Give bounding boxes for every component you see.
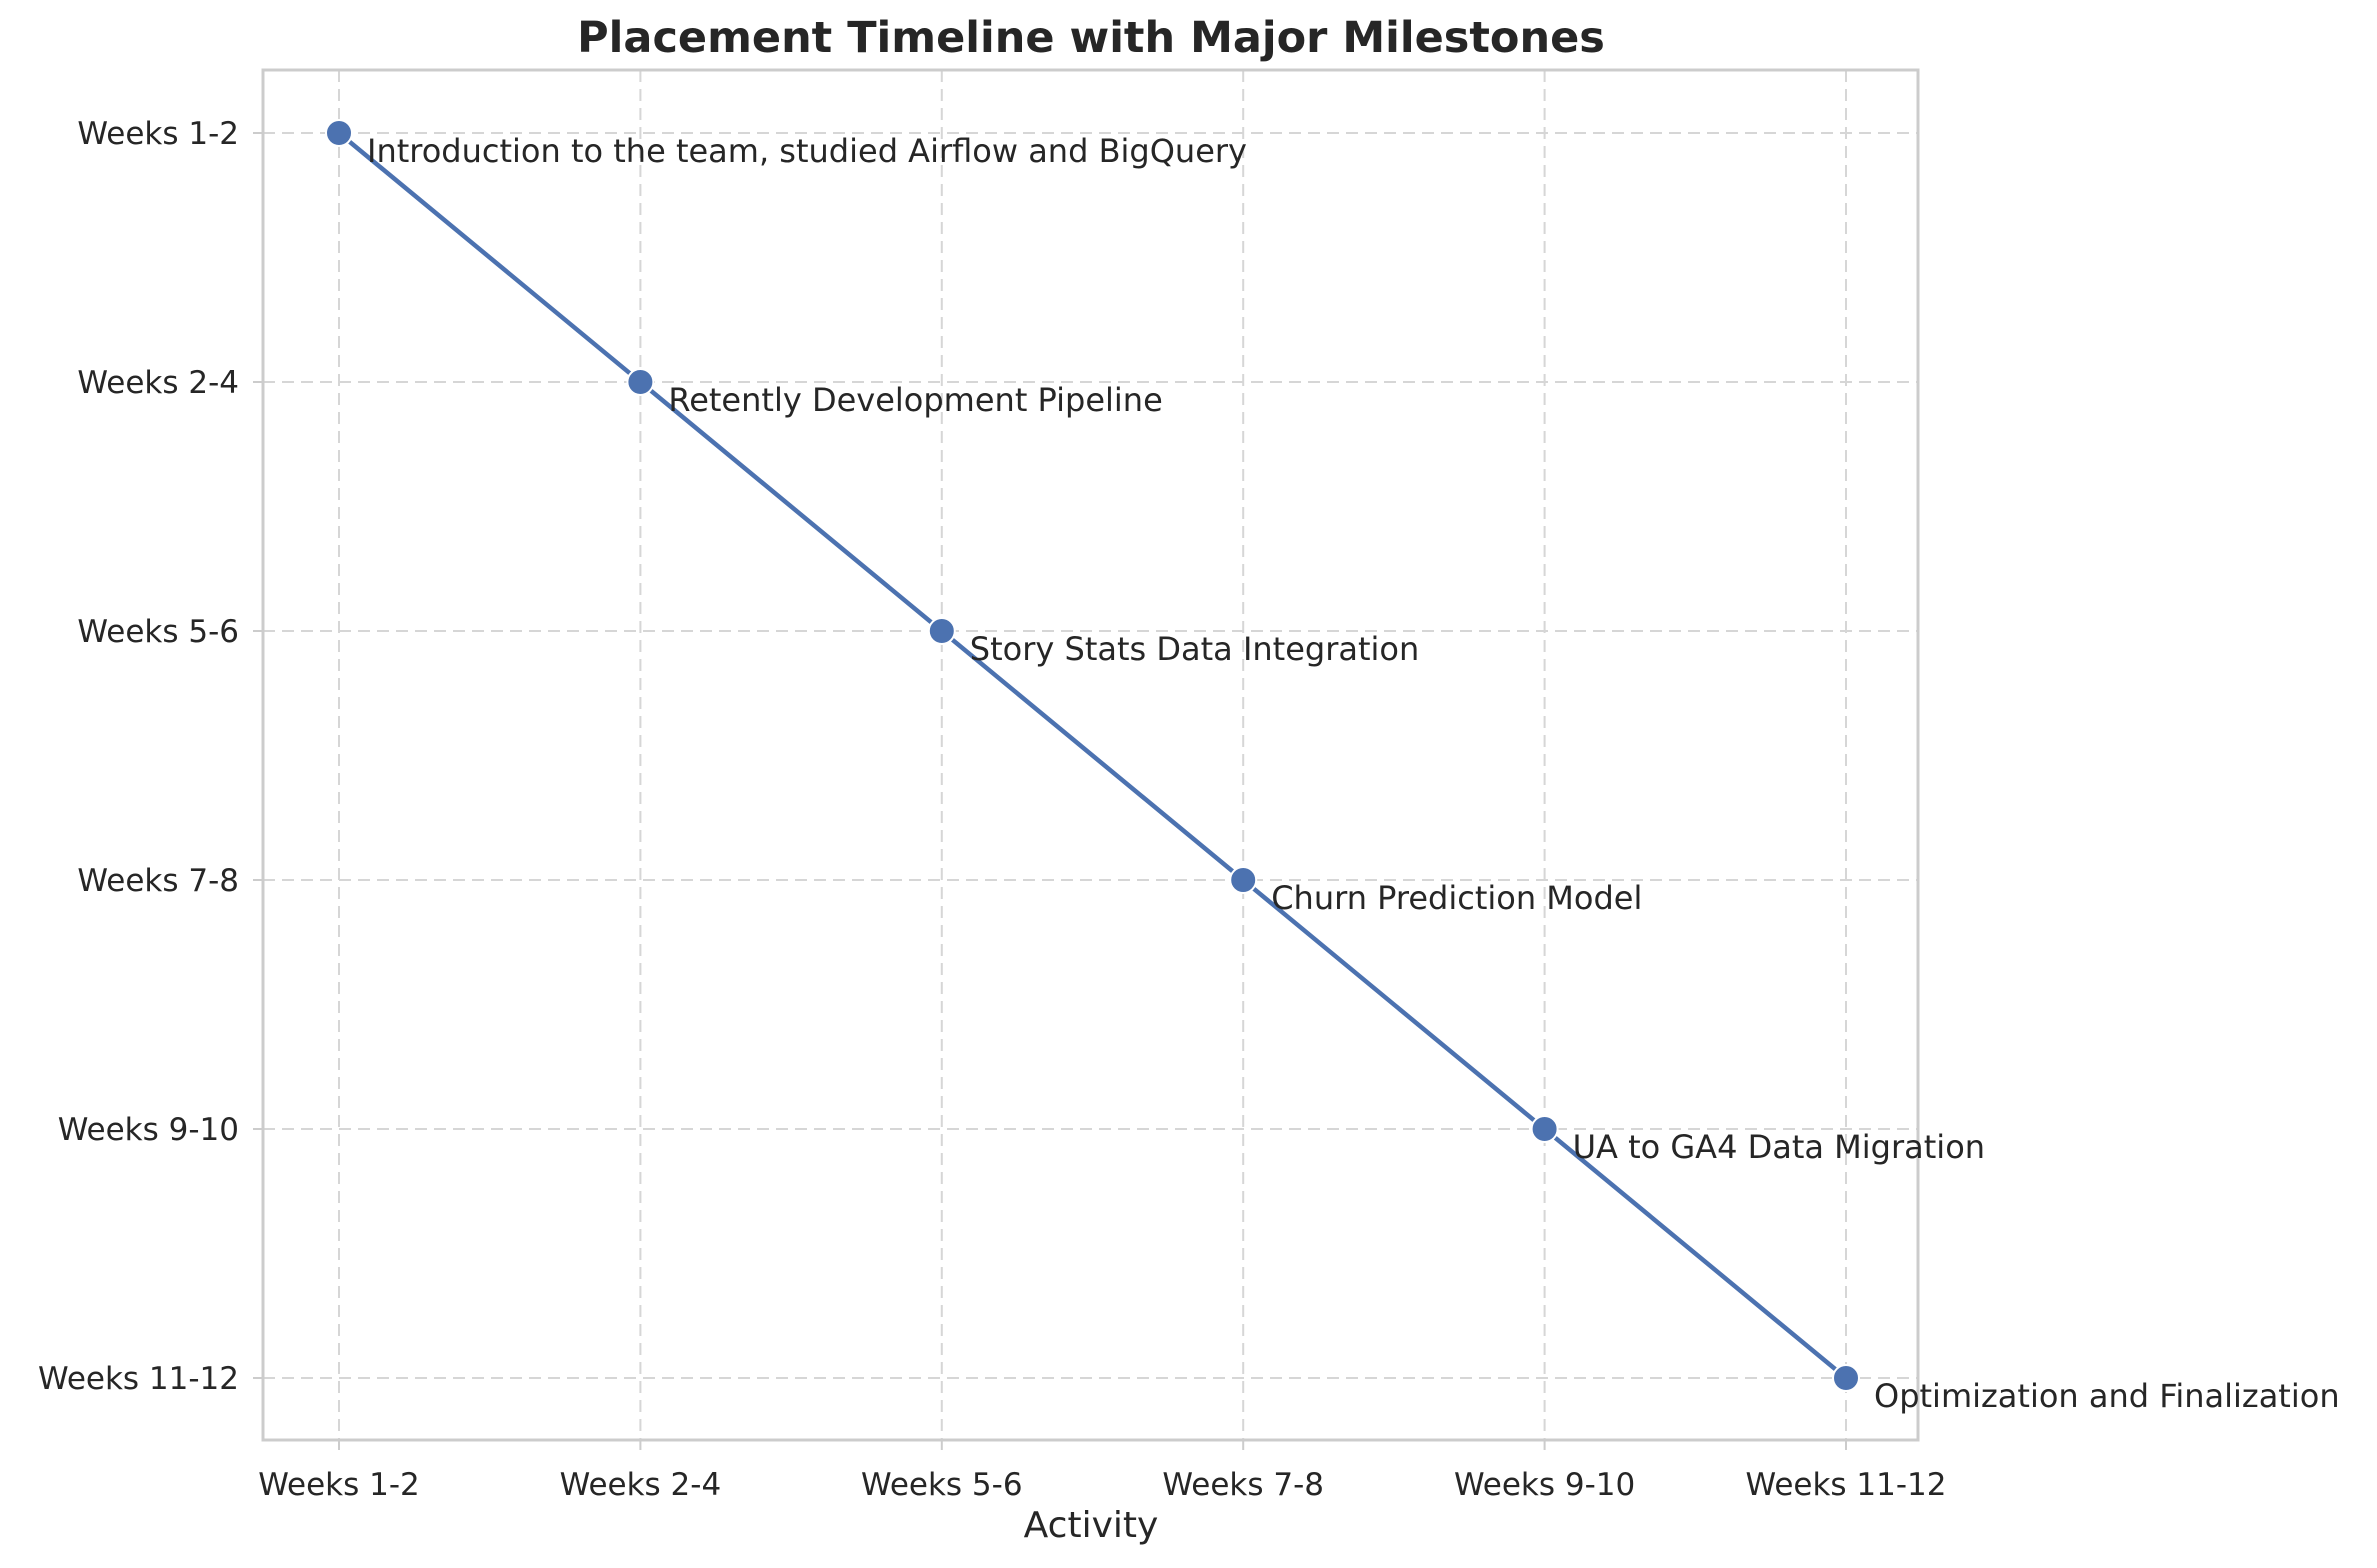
x-axis-label: Activity xyxy=(1024,1505,1159,1546)
x-tick-label: Weeks 7-8 xyxy=(1162,1467,1324,1503)
point-annotation: Retently Development Pipeline xyxy=(668,381,1162,419)
data-points xyxy=(325,119,1860,1392)
data-point xyxy=(1832,1364,1860,1392)
x-tick-label: Weeks 11-12 xyxy=(1745,1467,1946,1503)
x-tick-label: Weeks 1-2 xyxy=(258,1467,420,1503)
point-annotation: Introduction to the team, studied Airflo… xyxy=(367,132,1247,170)
y-tick-label: Weeks 2-4 xyxy=(77,365,239,401)
y-tick-label: Weeks 9-10 xyxy=(58,1112,239,1148)
plot-frame xyxy=(261,68,1920,1442)
data-point xyxy=(1229,866,1258,894)
chart-title: Placement Timeline with Major Milestones xyxy=(577,13,1605,63)
y-tick-label: Weeks 1-2 xyxy=(77,116,239,152)
series-line-group xyxy=(337,131,1848,1380)
y-tick-label: Weeks 5-6 xyxy=(77,614,239,650)
x-tick-label: Weeks 2-4 xyxy=(560,1467,722,1503)
x-tick-label: Weeks 9-10 xyxy=(1454,1467,1635,1503)
series-line xyxy=(337,131,1848,1380)
y-tick-label: Weeks 7-8 xyxy=(77,863,239,899)
point-annotation: Churn Prediction Model xyxy=(1271,879,1642,917)
point-annotation: UA to GA4 Data Migration xyxy=(1573,1128,1985,1166)
point-annotation: Story Stats Data Integration xyxy=(970,630,1419,668)
annotations: Introduction to the team, studied Airflo… xyxy=(367,132,2340,1415)
point-annotation: Optimization and Finalization xyxy=(1874,1377,2340,1415)
grid-lines xyxy=(263,70,1918,1440)
data-point xyxy=(325,119,353,147)
data-point xyxy=(1530,1115,1559,1143)
data-point xyxy=(927,617,956,645)
y-tick-label: Weeks 11-12 xyxy=(38,1361,239,1397)
x-tick-label: Weeks 5-6 xyxy=(861,1467,1023,1503)
data-point xyxy=(626,368,655,396)
axis-ticks: Weeks 1-2 Weeks 2-4 Weeks 5-6 Weeks 7-8 Week… xyxy=(38,116,1947,1503)
